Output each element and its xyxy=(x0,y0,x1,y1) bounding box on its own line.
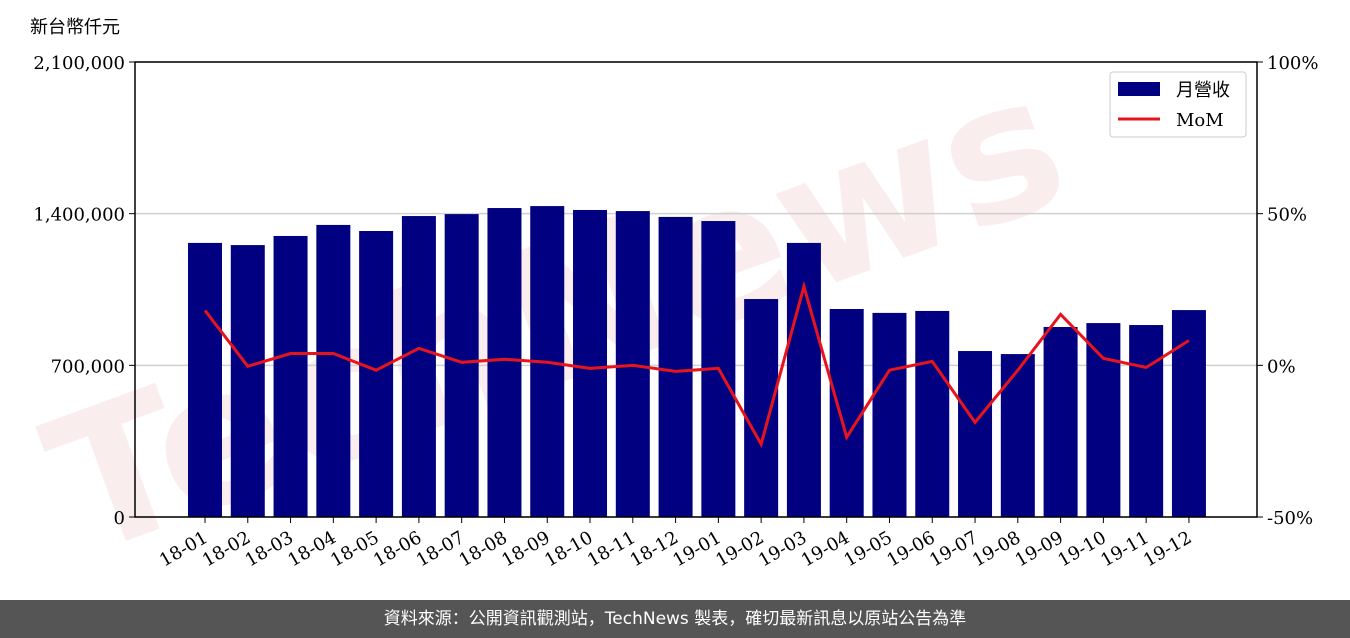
x-tick-label: 18-06 xyxy=(370,527,425,571)
x-tick-label: 18-10 xyxy=(541,527,596,571)
y2-tick-label: 50% xyxy=(1267,205,1307,226)
bar xyxy=(915,310,950,517)
bar xyxy=(359,231,394,517)
x-tick-label: 18-08 xyxy=(456,527,511,571)
y2-tick-label: 0% xyxy=(1267,356,1296,377)
y2-tick-label: 100% xyxy=(1267,53,1318,74)
x-tick-label: 18-09 xyxy=(498,527,553,571)
footer: 資料來源：公開資訊觀測站，TechNews 製表，確切最新訊息以原站公告為準 xyxy=(0,600,1350,638)
y-tick-label: 0 xyxy=(114,508,125,529)
legend-swatch xyxy=(1118,82,1160,96)
legend-label: MoM xyxy=(1176,110,1224,131)
x-tick-label: 19-04 xyxy=(798,527,853,571)
x-tick-label: 19-07 xyxy=(926,527,981,571)
bar xyxy=(1129,325,1164,517)
x-tick-label: 18-11 xyxy=(584,527,639,571)
x-tick-label: 19-06 xyxy=(883,527,938,571)
bar xyxy=(487,208,522,518)
bar xyxy=(573,209,608,517)
bar xyxy=(401,216,436,518)
x-tick-label: 19-12 xyxy=(1140,527,1195,571)
bar xyxy=(1086,323,1121,517)
legend-label: 月營收 xyxy=(1176,80,1230,101)
bar xyxy=(829,309,864,517)
bar xyxy=(273,235,308,517)
bar xyxy=(658,216,693,517)
x-tick-label: 19-03 xyxy=(755,527,810,571)
bar xyxy=(958,351,993,517)
x-tick-label: 19-01 xyxy=(669,527,724,571)
y2-tick-label: -50% xyxy=(1267,508,1313,529)
bar xyxy=(1000,354,1035,517)
x-tick-label: 19-02 xyxy=(712,527,767,571)
x-tick-label: 18-05 xyxy=(327,527,382,571)
plot-frame xyxy=(134,61,1258,518)
x-tick-label: 18-07 xyxy=(413,527,468,571)
bar xyxy=(1043,326,1078,517)
bar xyxy=(230,245,265,518)
legend: 月營收 MoM xyxy=(1109,71,1247,138)
x-tick-label: 19-05 xyxy=(841,527,896,571)
x-tick-label: 19-10 xyxy=(1054,527,1109,571)
x-tick-label: 19-09 xyxy=(1012,527,1067,571)
bar xyxy=(744,299,779,517)
x-tick-label: 19-08 xyxy=(969,527,1024,571)
y-tick-label: 1,400,000 xyxy=(33,205,125,226)
line xyxy=(203,280,1190,449)
x-tick-label: 19-11 xyxy=(1097,527,1152,571)
y-tick-label: 2,100,000 xyxy=(33,53,125,74)
x-tick-label: 18-04 xyxy=(284,527,339,571)
y-tick-label: 700,000 xyxy=(51,356,125,377)
bar xyxy=(1171,310,1206,517)
bar xyxy=(188,242,222,517)
bar xyxy=(316,224,351,517)
chart: TechNews 新台幣仟元 0700,0001,400,0002,100,00… xyxy=(22,17,1319,599)
y-unit-label: 新台幣仟元 xyxy=(30,17,120,38)
bar xyxy=(872,312,907,517)
x-tick-label: 18-12 xyxy=(627,527,682,571)
bar xyxy=(444,214,479,517)
